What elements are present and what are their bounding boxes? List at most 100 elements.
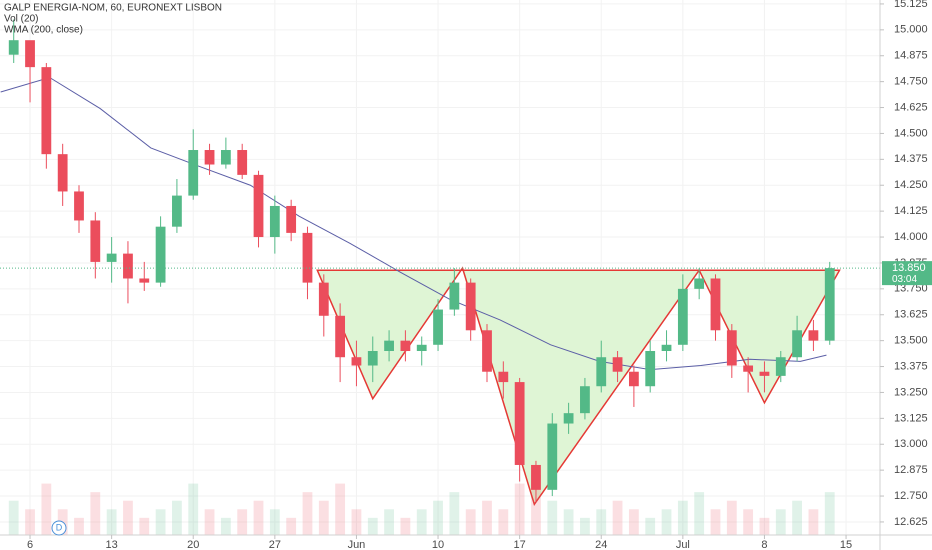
volume-bar — [367, 517, 378, 535]
candle-body — [400, 340, 411, 352]
candle-body — [628, 371, 639, 387]
candle-body — [514, 382, 525, 465]
y-tick-label: 13.000 — [894, 438, 928, 450]
candle-body — [106, 253, 117, 262]
candle-body — [269, 205, 280, 238]
indicator-label: Vol (20) — [4, 14, 38, 25]
candle-body — [580, 386, 590, 414]
volume-bar — [8, 500, 19, 535]
x-tick-label: 27 — [269, 539, 281, 550]
volume-bar — [661, 509, 672, 535]
y-tick-label: 12.625 — [894, 516, 928, 528]
candle-body — [237, 150, 248, 175]
candle-body — [433, 309, 443, 345]
volume-bar — [612, 500, 623, 535]
indicator-label: WMA (200, close) — [4, 25, 83, 36]
y-tick-label: 13.125 — [894, 412, 928, 424]
y-tick-label: 12.875 — [894, 464, 928, 476]
volume-bar — [155, 509, 166, 535]
candle-body — [253, 174, 264, 238]
volume-bar — [90, 492, 101, 535]
volume-bar — [710, 509, 721, 535]
volume-bar — [302, 492, 313, 535]
candle-body — [645, 351, 656, 387]
candle-body — [188, 150, 199, 196]
volume-bar — [449, 492, 460, 535]
volume-bar — [384, 509, 394, 535]
volume-bar — [188, 483, 199, 535]
volume-bar — [808, 509, 819, 535]
volume-bar — [743, 509, 754, 535]
y-tick-label: 14.750 — [894, 76, 928, 88]
price-tag — [882, 261, 932, 286]
x-tick-label: 24 — [595, 539, 607, 550]
y-tick-label: 13.375 — [894, 360, 928, 372]
candle-body — [465, 282, 476, 331]
candle-body — [155, 226, 166, 283]
y-tick-label: 12.750 — [894, 490, 928, 502]
y-tick-label: 15.125 — [894, 0, 928, 10]
volume-bar — [775, 509, 786, 535]
volume-bar — [335, 483, 346, 535]
candle-body — [498, 371, 509, 383]
x-tick-label: Jul — [676, 539, 690, 550]
candle-body — [808, 330, 819, 341]
volume-bar — [563, 509, 574, 535]
y-tick-label: 15.000 — [894, 24, 928, 36]
volume-bar — [465, 509, 476, 535]
x-tick-label: 17 — [514, 539, 526, 550]
candle-body — [824, 268, 835, 341]
y-tick-label: 14.000 — [894, 231, 928, 243]
x-tick-label: 8 — [761, 539, 767, 550]
candle-body — [286, 205, 297, 233]
volume-bar — [628, 509, 639, 535]
candle-body — [172, 195, 182, 227]
volume-bar — [726, 500, 737, 535]
volume-bar — [433, 500, 443, 535]
x-tick-label: 6 — [27, 539, 33, 550]
candle-body — [531, 464, 541, 490]
volume-bar — [531, 475, 541, 535]
volume-bar — [106, 509, 117, 535]
y-tick-label: 13.750 — [894, 283, 928, 295]
candle-body — [41, 67, 52, 155]
volume-bar — [286, 517, 297, 535]
y-tick-label: 14.875 — [894, 50, 928, 62]
volume-bar — [237, 509, 248, 535]
volume-bar — [400, 517, 411, 535]
candle-body — [710, 278, 721, 331]
candle-body — [775, 357, 786, 376]
volume-bar — [269, 509, 280, 535]
candle-body — [302, 232, 313, 283]
candle-body — [792, 330, 802, 358]
session-marker-badge[interactable] — [51, 520, 67, 536]
candle-body — [90, 220, 101, 262]
candle-body — [8, 40, 19, 55]
candle-body — [482, 330, 492, 372]
volume-bar — [318, 500, 329, 535]
candle-body — [351, 357, 362, 366]
candle-body — [74, 191, 84, 221]
volume-bar — [139, 517, 150, 535]
volume-bar — [694, 492, 705, 535]
candle-body — [384, 340, 394, 352]
volume-bar — [123, 500, 133, 535]
volume-bar — [25, 509, 35, 535]
candle-body — [726, 330, 737, 366]
x-tick-label: 15 — [840, 539, 852, 550]
volume-bar — [204, 509, 215, 535]
y-tick-label: 14.625 — [894, 101, 928, 113]
volume-bar — [41, 483, 52, 535]
plot-area — [0, 0, 880, 535]
y-tick-label: 13.625 — [894, 309, 928, 321]
session-marker[interactable]: D — [56, 522, 63, 532]
volume-bar — [677, 500, 688, 535]
volume-bar — [792, 500, 802, 535]
y-tick-label: 14.250 — [894, 179, 928, 191]
x-tick-label: 10 — [432, 539, 444, 550]
x-tick-label: 13 — [106, 539, 118, 550]
x-tick-label: Jun — [348, 539, 366, 550]
candle-body — [661, 344, 672, 352]
